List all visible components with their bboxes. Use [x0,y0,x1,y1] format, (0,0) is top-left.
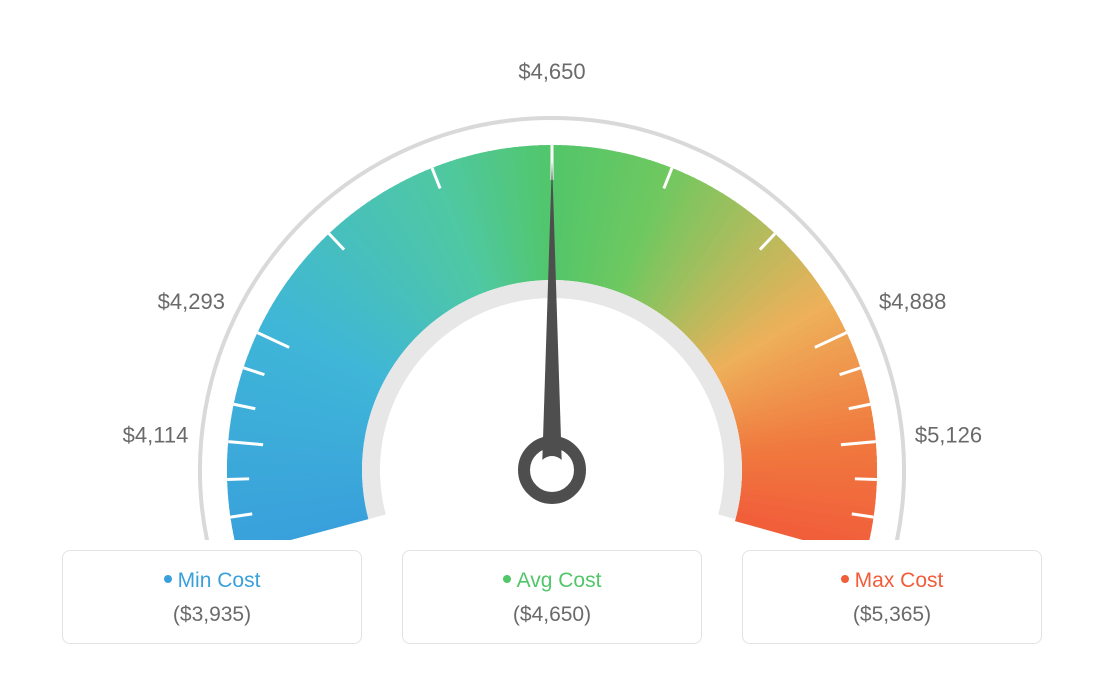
legend-row: Min Cost ($3,935) Avg Cost ($4,650) Max Cost… [0,540,1104,644]
legend-value: ($3,935) [73,603,351,627]
legend-dot-icon [841,575,849,583]
legend-value: ($5,365) [753,603,1031,627]
tick-label: $4,114 [123,422,189,447]
gauge-svg: $3,935$4,114$4,293$4,650$4,888$5,126$5,3… [0,0,1104,540]
gauge-chart: $3,935$4,114$4,293$4,650$4,888$5,126$5,3… [0,0,1104,540]
legend-title-text: Avg Cost [517,569,602,592]
legend-dot-icon [503,575,511,583]
legend-title: Min Cost [73,569,351,593]
tick-label: $4,888 [879,289,946,314]
legend-title-text: Min Cost [178,569,261,592]
legend-card-min: Min Cost ($3,935) [62,550,362,644]
legend-card-max: Max Cost ($5,365) [742,550,1042,644]
tick-label: $4,293 [158,289,225,314]
tick-label: $4,650 [518,59,585,84]
legend-card-avg: Avg Cost ($4,650) [402,550,702,644]
gauge-needle-hub-hole [538,456,566,484]
tick-label: $5,126 [915,422,982,447]
legend-dot-icon [164,575,172,583]
legend-value: ($4,650) [413,603,691,627]
legend-title: Max Cost [753,569,1031,593]
legend-title: Avg Cost [413,569,691,593]
legend-title-text: Max Cost [855,569,944,592]
